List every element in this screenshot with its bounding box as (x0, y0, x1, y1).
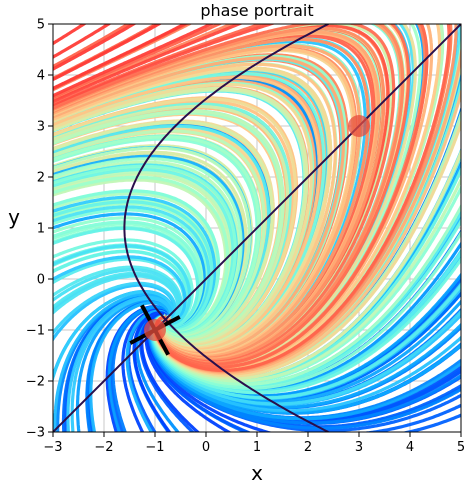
y-tick-label: −3 (26, 426, 45, 441)
x-axis-ticks: −3 −2 −1 0 1 2 3 4 5 (43, 432, 465, 455)
x-tick-label: 4 (406, 440, 414, 455)
x-tick-label: 1 (253, 440, 261, 455)
y-tick-label: 1 (37, 222, 45, 237)
y-tick-label: 4 (37, 69, 45, 84)
y-tick-label: 3 (37, 120, 45, 135)
x-axis-label: x (251, 461, 263, 485)
y-tick-label: 2 (37, 171, 45, 186)
y-tick-label: −2 (26, 375, 45, 390)
x-tick-label: −2 (94, 440, 113, 455)
chart-title: phase portrait (200, 1, 313, 20)
x-tick-label: 0 (202, 440, 210, 455)
y-axis-ticks: −3 −2 −1 0 1 2 3 4 5 (26, 18, 53, 441)
x-tick-label: 3 (355, 440, 363, 455)
fixed-point-spiral (348, 115, 370, 137)
fixed-point-saddle (144, 319, 166, 341)
y-tick-label: 0 (37, 273, 45, 288)
x-tick-label: −1 (145, 440, 164, 455)
x-tick-label: −3 (43, 440, 62, 455)
y-tick-label: −1 (26, 324, 45, 339)
y-tick-label: 5 (37, 18, 45, 33)
x-tick-label: 5 (457, 440, 465, 455)
y-axis-label: y (8, 205, 20, 229)
x-tick-label: 2 (304, 440, 312, 455)
